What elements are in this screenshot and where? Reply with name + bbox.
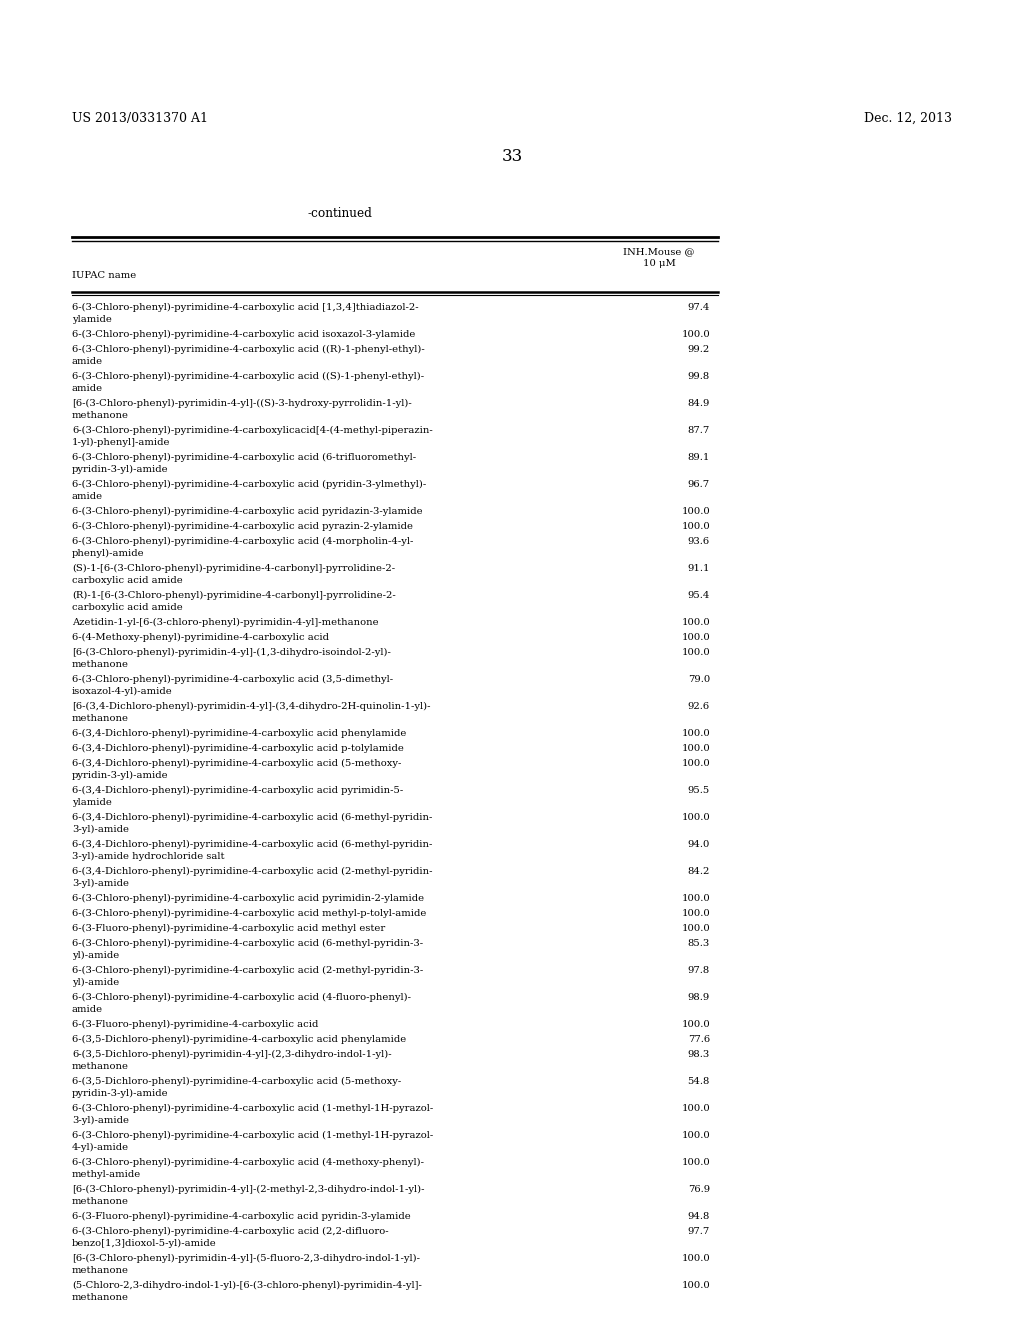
Text: 54.8: 54.8 bbox=[688, 1077, 710, 1086]
Text: 84.9: 84.9 bbox=[688, 399, 710, 408]
Text: 100.0: 100.0 bbox=[681, 744, 710, 752]
Text: [6-(3-Chloro-phenyl)-pyrimidin-4-yl]-(5-fluoro-2,3-dihydro-indol-1-yl)-
methanon: [6-(3-Chloro-phenyl)-pyrimidin-4-yl]-(5-… bbox=[72, 1254, 420, 1275]
Text: Azetidin-1-yl-[6-(3-chloro-phenyl)-pyrimidin-4-yl]-methanone: Azetidin-1-yl-[6-(3-chloro-phenyl)-pyrim… bbox=[72, 618, 379, 627]
Text: 6-(3,4-Dichloro-phenyl)-pyrimidine-4-carboxylic acid p-tolylamide: 6-(3,4-Dichloro-phenyl)-pyrimidine-4-car… bbox=[72, 744, 403, 754]
Text: 100.0: 100.0 bbox=[681, 759, 710, 768]
Text: 6-(3,5-Dichloro-phenyl)-pyrimidine-4-carboxylic acid phenylamide: 6-(3,5-Dichloro-phenyl)-pyrimidine-4-car… bbox=[72, 1035, 407, 1044]
Text: 6-(3-Chloro-phenyl)-pyrimidine-4-carboxylic acid (4-morpholin-4-yl-
phenyl)-amid: 6-(3-Chloro-phenyl)-pyrimidine-4-carboxy… bbox=[72, 537, 414, 558]
Text: 6-(3,5-Dichloro-phenyl)-pyrimidin-4-yl]-(2,3-dihydro-indol-1-yl)-
methanone: 6-(3,5-Dichloro-phenyl)-pyrimidin-4-yl]-… bbox=[72, 1049, 391, 1071]
Text: 100.0: 100.0 bbox=[681, 729, 710, 738]
Text: 6-(3,5-Dichloro-phenyl)-pyrimidine-4-carboxylic acid (5-methoxy-
pyridin-3-yl)-a: 6-(3,5-Dichloro-phenyl)-pyrimidine-4-car… bbox=[72, 1077, 401, 1098]
Text: 100.0: 100.0 bbox=[681, 1280, 710, 1290]
Text: 87.7: 87.7 bbox=[688, 426, 710, 436]
Text: 6-(4-Methoxy-phenyl)-pyrimidine-4-carboxylic acid: 6-(4-Methoxy-phenyl)-pyrimidine-4-carbox… bbox=[72, 634, 329, 642]
Text: 100.0: 100.0 bbox=[681, 648, 710, 657]
Text: 100.0: 100.0 bbox=[681, 521, 710, 531]
Text: 98.9: 98.9 bbox=[688, 993, 710, 1002]
Text: 6-(3-Chloro-phenyl)-pyrimidine-4-carboxylic acid methyl-p-tolyl-amide: 6-(3-Chloro-phenyl)-pyrimidine-4-carboxy… bbox=[72, 909, 426, 919]
Text: 97.7: 97.7 bbox=[688, 1228, 710, 1236]
Text: 100.0: 100.0 bbox=[681, 894, 710, 903]
Text: 6-(3,4-Dichloro-phenyl)-pyrimidine-4-carboxylic acid (6-methyl-pyridin-
3-yl)-am: 6-(3,4-Dichloro-phenyl)-pyrimidine-4-car… bbox=[72, 813, 432, 834]
Text: 6-(3-Chloro-phenyl)-pyrimidine-4-carboxylic acid (2-methyl-pyridin-3-
yl)-amide: 6-(3-Chloro-phenyl)-pyrimidine-4-carboxy… bbox=[72, 966, 423, 987]
Text: 6-(3-Chloro-phenyl)-pyrimidine-4-carboxylic acid pyrazin-2-ylamide: 6-(3-Chloro-phenyl)-pyrimidine-4-carboxy… bbox=[72, 521, 413, 531]
Text: 100.0: 100.0 bbox=[681, 924, 710, 933]
Text: [6-(3,4-Dichloro-phenyl)-pyrimidin-4-yl]-(3,4-dihydro-2H-quinolin-1-yl)-
methano: [6-(3,4-Dichloro-phenyl)-pyrimidin-4-yl]… bbox=[72, 702, 430, 722]
Text: 89.1: 89.1 bbox=[688, 453, 710, 462]
Text: 100.0: 100.0 bbox=[681, 1254, 710, 1263]
Text: 99.8: 99.8 bbox=[688, 372, 710, 381]
Text: 6-(3-Chloro-phenyl)-pyrimidine-4-carboxylic acid pyrimidin-2-ylamide: 6-(3-Chloro-phenyl)-pyrimidine-4-carboxy… bbox=[72, 894, 424, 903]
Text: 6-(3-Chloro-phenyl)-pyrimidine-4-carboxylic acid (4-methoxy-phenyl)-
methyl-amid: 6-(3-Chloro-phenyl)-pyrimidine-4-carboxy… bbox=[72, 1158, 424, 1179]
Text: 95.4: 95.4 bbox=[688, 591, 710, 601]
Text: INH.Mouse @
10 μM: INH.Mouse @ 10 μM bbox=[624, 247, 694, 268]
Text: 100.0: 100.0 bbox=[681, 507, 710, 516]
Text: US 2013/0331370 A1: US 2013/0331370 A1 bbox=[72, 112, 208, 125]
Text: 77.6: 77.6 bbox=[688, 1035, 710, 1044]
Text: [6-(3-Chloro-phenyl)-pyrimidin-4-yl]-(2-methyl-2,3-dihydro-indol-1-yl)-
methanon: [6-(3-Chloro-phenyl)-pyrimidin-4-yl]-(2-… bbox=[72, 1185, 425, 1205]
Text: 6-(3-Chloro-phenyl)-pyrimidine-4-carboxylic acid (1-methyl-1H-pyrazol-
4-yl)-ami: 6-(3-Chloro-phenyl)-pyrimidine-4-carboxy… bbox=[72, 1131, 433, 1152]
Text: 91.1: 91.1 bbox=[687, 564, 710, 573]
Text: 6-(3,4-Dichloro-phenyl)-pyrimidine-4-carboxylic acid (2-methyl-pyridin-
3-yl)-am: 6-(3,4-Dichloro-phenyl)-pyrimidine-4-car… bbox=[72, 867, 432, 888]
Text: 6-(3-Chloro-phenyl)-pyrimidine-4-carboxylic acid ((R)-1-phenyl-ethyl)-
amide: 6-(3-Chloro-phenyl)-pyrimidine-4-carboxy… bbox=[72, 345, 425, 366]
Text: 6-(3-Chloro-phenyl)-pyrimidine-4-carboxylic acid (1-methyl-1H-pyrazol-
3-yl)-ami: 6-(3-Chloro-phenyl)-pyrimidine-4-carboxy… bbox=[72, 1104, 433, 1125]
Text: 6-(3-Fluoro-phenyl)-pyrimidine-4-carboxylic acid: 6-(3-Fluoro-phenyl)-pyrimidine-4-carboxy… bbox=[72, 1020, 318, 1030]
Text: 6-(3-Chloro-phenyl)-pyrimidine-4-carboxylic acid (pyridin-3-ylmethyl)-
amide: 6-(3-Chloro-phenyl)-pyrimidine-4-carboxy… bbox=[72, 480, 426, 500]
Text: 100.0: 100.0 bbox=[681, 618, 710, 627]
Text: 6-(3,4-Dichloro-phenyl)-pyrimidine-4-carboxylic acid (5-methoxy-
pyridin-3-yl)-a: 6-(3,4-Dichloro-phenyl)-pyrimidine-4-car… bbox=[72, 759, 401, 780]
Text: 6-(3-Chloro-phenyl)-pyrimidine-4-carboxylicacid[4-(4-methyl-piperazin-
1-yl)-phe: 6-(3-Chloro-phenyl)-pyrimidine-4-carboxy… bbox=[72, 426, 433, 446]
Text: (R)-1-[6-(3-Chloro-phenyl)-pyrimidine-4-carbonyl]-pyrrolidine-2-
carboxylic acid: (R)-1-[6-(3-Chloro-phenyl)-pyrimidine-4-… bbox=[72, 591, 395, 611]
Text: 95.5: 95.5 bbox=[688, 785, 710, 795]
Text: 6-(3-Chloro-phenyl)-pyrimidine-4-carboxylic acid (6-trifluoromethyl-
pyridin-3-y: 6-(3-Chloro-phenyl)-pyrimidine-4-carboxy… bbox=[72, 453, 416, 474]
Text: (S)-1-[6-(3-Chloro-phenyl)-pyrimidine-4-carbonyl]-pyrrolidine-2-
carboxylic acid: (S)-1-[6-(3-Chloro-phenyl)-pyrimidine-4-… bbox=[72, 564, 395, 585]
Text: (5-Chloro-2,3-dihydro-indol-1-yl)-[6-(3-chloro-phenyl)-pyrimidin-4-yl]-
methanon: (5-Chloro-2,3-dihydro-indol-1-yl)-[6-(3-… bbox=[72, 1280, 422, 1302]
Text: 94.0: 94.0 bbox=[688, 840, 710, 849]
Text: 84.2: 84.2 bbox=[688, 867, 710, 876]
Text: 100.0: 100.0 bbox=[681, 1131, 710, 1140]
Text: 100.0: 100.0 bbox=[681, 1104, 710, 1113]
Text: -continued: -continued bbox=[307, 207, 373, 220]
Text: 6-(3-Chloro-phenyl)-pyrimidine-4-carboxylic acid isoxazol-3-ylamide: 6-(3-Chloro-phenyl)-pyrimidine-4-carboxy… bbox=[72, 330, 416, 339]
Text: 33: 33 bbox=[502, 148, 522, 165]
Text: 100.0: 100.0 bbox=[681, 1020, 710, 1030]
Text: 6-(3-Chloro-phenyl)-pyrimidine-4-carboxylic acid (2,2-difluoro-
benzo[1,3]dioxol: 6-(3-Chloro-phenyl)-pyrimidine-4-carboxy… bbox=[72, 1228, 389, 1247]
Text: [6-(3-Chloro-phenyl)-pyrimidin-4-yl]-((S)-3-hydroxy-pyrrolidin-1-yl)-
methanone: [6-(3-Chloro-phenyl)-pyrimidin-4-yl]-((S… bbox=[72, 399, 412, 420]
Text: [6-(3-Chloro-phenyl)-pyrimidin-4-yl]-(1,3-dihydro-isoindol-2-yl)-
methanone: [6-(3-Chloro-phenyl)-pyrimidin-4-yl]-(1,… bbox=[72, 648, 391, 668]
Text: IUPAC name: IUPAC name bbox=[72, 271, 136, 280]
Text: 96.7: 96.7 bbox=[688, 480, 710, 488]
Text: 79.0: 79.0 bbox=[688, 675, 710, 684]
Text: 94.8: 94.8 bbox=[688, 1212, 710, 1221]
Text: 6-(3-Fluoro-phenyl)-pyrimidine-4-carboxylic acid pyridin-3-ylamide: 6-(3-Fluoro-phenyl)-pyrimidine-4-carboxy… bbox=[72, 1212, 411, 1221]
Text: 100.0: 100.0 bbox=[681, 1158, 710, 1167]
Text: 6-(3-Chloro-phenyl)-pyrimidine-4-carboxylic acid ((S)-1-phenyl-ethyl)-
amide: 6-(3-Chloro-phenyl)-pyrimidine-4-carboxy… bbox=[72, 372, 424, 392]
Text: 6-(3,4-Dichloro-phenyl)-pyrimidine-4-carboxylic acid (6-methyl-pyridin-
3-yl)-am: 6-(3,4-Dichloro-phenyl)-pyrimidine-4-car… bbox=[72, 840, 432, 861]
Text: 6-(3-Chloro-phenyl)-pyrimidine-4-carboxylic acid (4-fluoro-phenyl)-
amide: 6-(3-Chloro-phenyl)-pyrimidine-4-carboxy… bbox=[72, 993, 411, 1014]
Text: 100.0: 100.0 bbox=[681, 813, 710, 822]
Text: 100.0: 100.0 bbox=[681, 634, 710, 642]
Text: 6-(3-Chloro-phenyl)-pyrimidine-4-carboxylic acid pyridazin-3-ylamide: 6-(3-Chloro-phenyl)-pyrimidine-4-carboxy… bbox=[72, 507, 423, 516]
Text: 6-(3-Chloro-phenyl)-pyrimidine-4-carboxylic acid (3,5-dimethyl-
isoxazol-4-yl)-a: 6-(3-Chloro-phenyl)-pyrimidine-4-carboxy… bbox=[72, 675, 393, 696]
Text: 6-(3-Fluoro-phenyl)-pyrimidine-4-carboxylic acid methyl ester: 6-(3-Fluoro-phenyl)-pyrimidine-4-carboxy… bbox=[72, 924, 385, 933]
Text: 92.6: 92.6 bbox=[688, 702, 710, 711]
Text: 97.8: 97.8 bbox=[688, 966, 710, 975]
Text: 6-(3,4-Dichloro-phenyl)-pyrimidine-4-carboxylic acid pyrimidin-5-
ylamide: 6-(3,4-Dichloro-phenyl)-pyrimidine-4-car… bbox=[72, 785, 403, 807]
Text: 6-(3,4-Dichloro-phenyl)-pyrimidine-4-carboxylic acid phenylamide: 6-(3,4-Dichloro-phenyl)-pyrimidine-4-car… bbox=[72, 729, 407, 738]
Text: 93.6: 93.6 bbox=[688, 537, 710, 546]
Text: Dec. 12, 2013: Dec. 12, 2013 bbox=[864, 112, 952, 125]
Text: 98.3: 98.3 bbox=[688, 1049, 710, 1059]
Text: 99.2: 99.2 bbox=[688, 345, 710, 354]
Text: 100.0: 100.0 bbox=[681, 909, 710, 917]
Text: 76.9: 76.9 bbox=[688, 1185, 710, 1195]
Text: 85.3: 85.3 bbox=[688, 939, 710, 948]
Text: 6-(3-Chloro-phenyl)-pyrimidine-4-carboxylic acid (6-methyl-pyridin-3-
yl)-amide: 6-(3-Chloro-phenyl)-pyrimidine-4-carboxy… bbox=[72, 939, 423, 960]
Text: 97.4: 97.4 bbox=[688, 304, 710, 312]
Text: 6-(3-Chloro-phenyl)-pyrimidine-4-carboxylic acid [1,3,4]thiadiazol-2-
ylamide: 6-(3-Chloro-phenyl)-pyrimidine-4-carboxy… bbox=[72, 304, 419, 323]
Text: 100.0: 100.0 bbox=[681, 330, 710, 339]
